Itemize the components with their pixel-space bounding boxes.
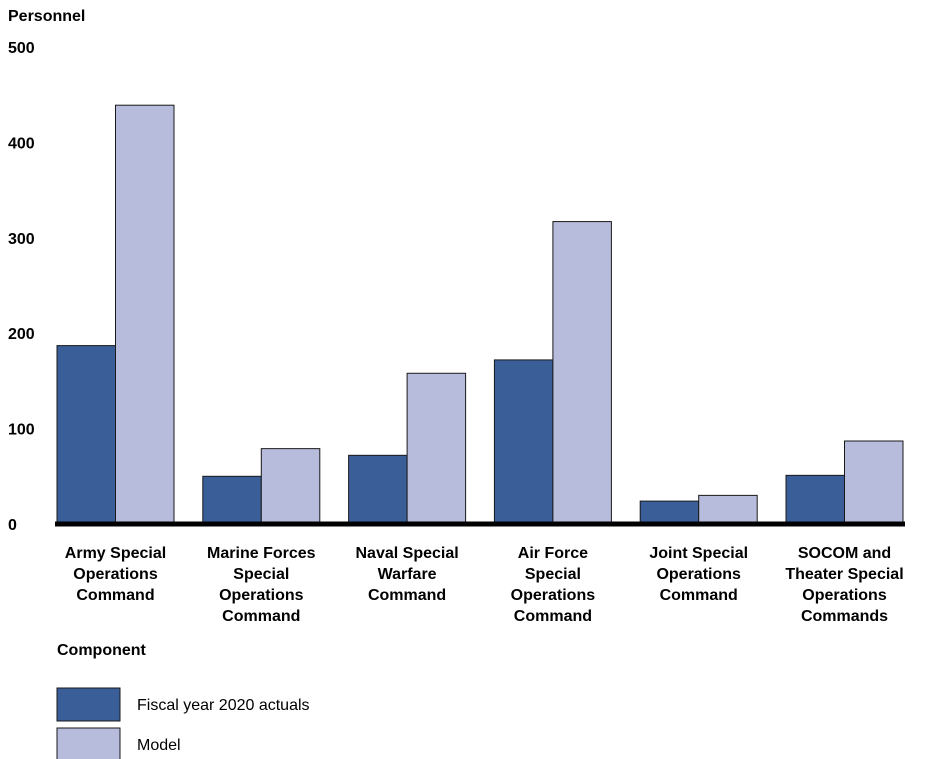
category-label-line: Naval Special bbox=[356, 545, 459, 562]
bar-model-2 bbox=[406, 372, 467, 525]
bar-actuals-1 bbox=[202, 475, 262, 525]
category-label: Marine Forces Special Operations Command bbox=[207, 545, 316, 625]
category-label-line: Air Force bbox=[518, 545, 588, 562]
y-axis-ticks: 0 100 200 300 400 500 bbox=[8, 40, 35, 534]
bar-actuals-4 bbox=[639, 500, 700, 525]
category-label-line: Command bbox=[76, 587, 154, 604]
category-label-line: Marine Forces bbox=[207, 545, 316, 562]
category-label-line: Operations bbox=[511, 587, 596, 604]
y-axis-title: Personnel bbox=[8, 8, 85, 25]
legend-swatch bbox=[56, 687, 121, 722]
category-label-line: Joint Special bbox=[649, 545, 748, 562]
category-label-line: Command bbox=[368, 587, 446, 604]
y-tick-label: 100 bbox=[8, 422, 35, 439]
bar-model-5 bbox=[844, 440, 904, 525]
category-label-line: Command bbox=[222, 608, 300, 625]
x-axis-title: Component bbox=[57, 642, 147, 659]
y-tick-label: 200 bbox=[8, 326, 35, 343]
category-label: Naval Special Warfare Command bbox=[356, 545, 459, 604]
category-label-line: Operations bbox=[802, 587, 887, 604]
bar-actuals-3 bbox=[493, 359, 554, 525]
category-label-line: Commands bbox=[801, 608, 888, 625]
y-tick-label: 400 bbox=[8, 135, 35, 152]
category-label-line: Special bbox=[233, 566, 289, 583]
bar-model-4 bbox=[698, 494, 758, 525]
category-label-line: Operations bbox=[219, 587, 304, 604]
bar-actuals-2 bbox=[348, 454, 408, 525]
bars bbox=[56, 104, 904, 525]
category-label-line: Command bbox=[660, 587, 738, 604]
category-label-line: Warfare bbox=[378, 566, 437, 583]
category-label-line: Command bbox=[514, 608, 592, 625]
y-tick-label: 300 bbox=[8, 231, 35, 248]
category-label: SOCOM and Theater Special Operations Comman… bbox=[785, 545, 903, 625]
bar-actuals-0 bbox=[56, 345, 116, 525]
category-label-line: Theater Special bbox=[785, 566, 903, 583]
y-tick-label: 0 bbox=[8, 517, 17, 534]
bar-model-0 bbox=[115, 104, 175, 525]
category-label: Air Force Special Operations Command bbox=[511, 545, 596, 625]
category-label: Joint Special Operations Command bbox=[649, 545, 748, 604]
category-label-line: Army Special bbox=[65, 545, 166, 562]
legend: Fiscal year 2020 actuals Model bbox=[56, 687, 310, 759]
bar-actuals-5 bbox=[785, 474, 845, 525]
category-label-line: Operations bbox=[656, 566, 741, 583]
legend-label: Model bbox=[137, 737, 181, 754]
legend-swatch bbox=[56, 727, 121, 759]
bar-model-3 bbox=[552, 221, 612, 525]
y-tick-label: 500 bbox=[8, 40, 35, 57]
legend-label: Fiscal year 2020 actuals bbox=[137, 697, 310, 714]
category-label-line: Special bbox=[525, 566, 581, 583]
bar-model-1 bbox=[260, 448, 321, 525]
category-label-line: SOCOM and bbox=[798, 545, 891, 562]
category-label: Army Special Operations Command bbox=[65, 545, 166, 604]
category-label-line: Operations bbox=[73, 566, 158, 583]
